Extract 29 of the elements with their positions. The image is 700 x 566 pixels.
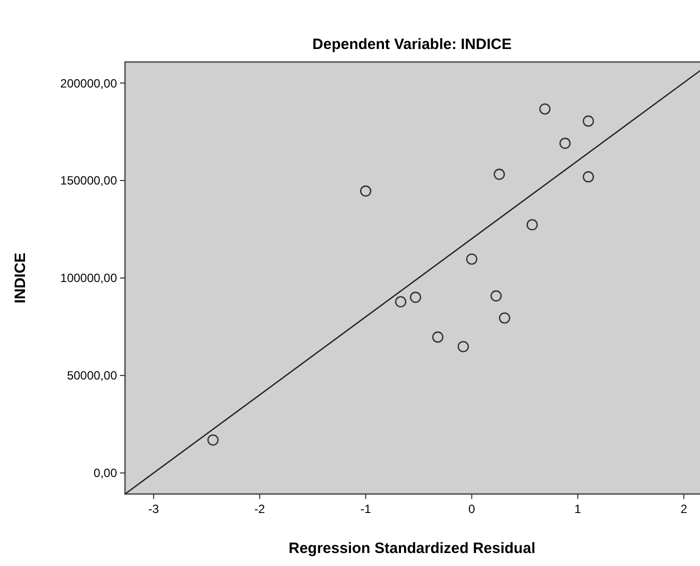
x-axis-title: Regression Standardized Residual — [288, 540, 536, 557]
point — [539, 103, 551, 115]
y-tick-label: 0,00 — [94, 466, 118, 480]
y-tick-label: 150000,00 — [60, 174, 118, 188]
point — [498, 312, 510, 324]
point — [458, 340, 469, 352]
point — [207, 434, 219, 446]
point — [582, 115, 594, 127]
point — [466, 253, 478, 265]
y-tick-label: 50000,00 — [66, 368, 118, 383]
x-tick-label: -3 — [148, 502, 160, 516]
point — [490, 290, 502, 302]
x-tick-label: 2 — [680, 502, 688, 516]
x-tick-label: 0 — [468, 502, 476, 516]
point — [395, 296, 406, 308]
y-axis-title: INDICE — [12, 252, 29, 304]
point — [526, 219, 538, 230]
point — [582, 171, 594, 182]
y-tick-label: 100000,00 — [60, 271, 118, 286]
y-tick-label: 200000,00 — [60, 76, 118, 90]
chart-title: Dependent Variable: INDICE — [312, 36, 512, 53]
point — [494, 168, 505, 180]
point — [559, 138, 571, 149]
x-tick-label: -2 — [254, 502, 266, 516]
x-tick-label: -1 — [360, 502, 372, 516]
point — [360, 185, 372, 197]
point — [410, 292, 422, 303]
point — [432, 331, 444, 343]
x-tick-label: 1 — [574, 502, 582, 516]
